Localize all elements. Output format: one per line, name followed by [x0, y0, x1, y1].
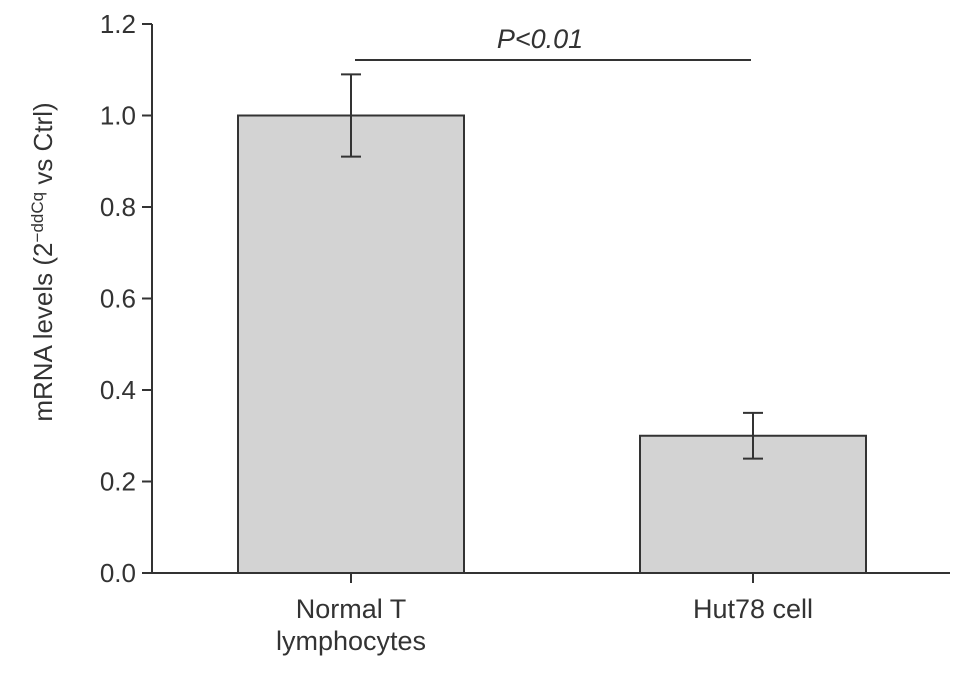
x-category-label: Normal T [296, 594, 407, 624]
y-tick-label: 1.2 [100, 9, 136, 39]
y-tick-label: 1.0 [100, 101, 136, 131]
x-category-label: Hut78 cell [693, 594, 813, 624]
y-tick-label: 0.2 [100, 467, 136, 497]
y-tick-label: 0.6 [100, 284, 136, 314]
significance-bracket: P<0.01 [355, 24, 751, 61]
y-tick-label: 0.0 [100, 558, 136, 588]
bar [237, 114, 465, 574]
y-tick-label: 0.8 [100, 192, 136, 222]
error-bars [341, 73, 763, 460]
bars [237, 114, 867, 574]
significance-label: P<0.01 [497, 24, 583, 54]
x-category-label: lymphocytes [276, 626, 426, 656]
y-axis-title: mRNA levels (2−ddCq vs Ctrl) [28, 102, 59, 421]
y-ticks: 0.0 0.2 0.4 0.6 0.8 1.0 1.2 [100, 9, 152, 588]
y-tick-label: 0.4 [100, 375, 136, 405]
